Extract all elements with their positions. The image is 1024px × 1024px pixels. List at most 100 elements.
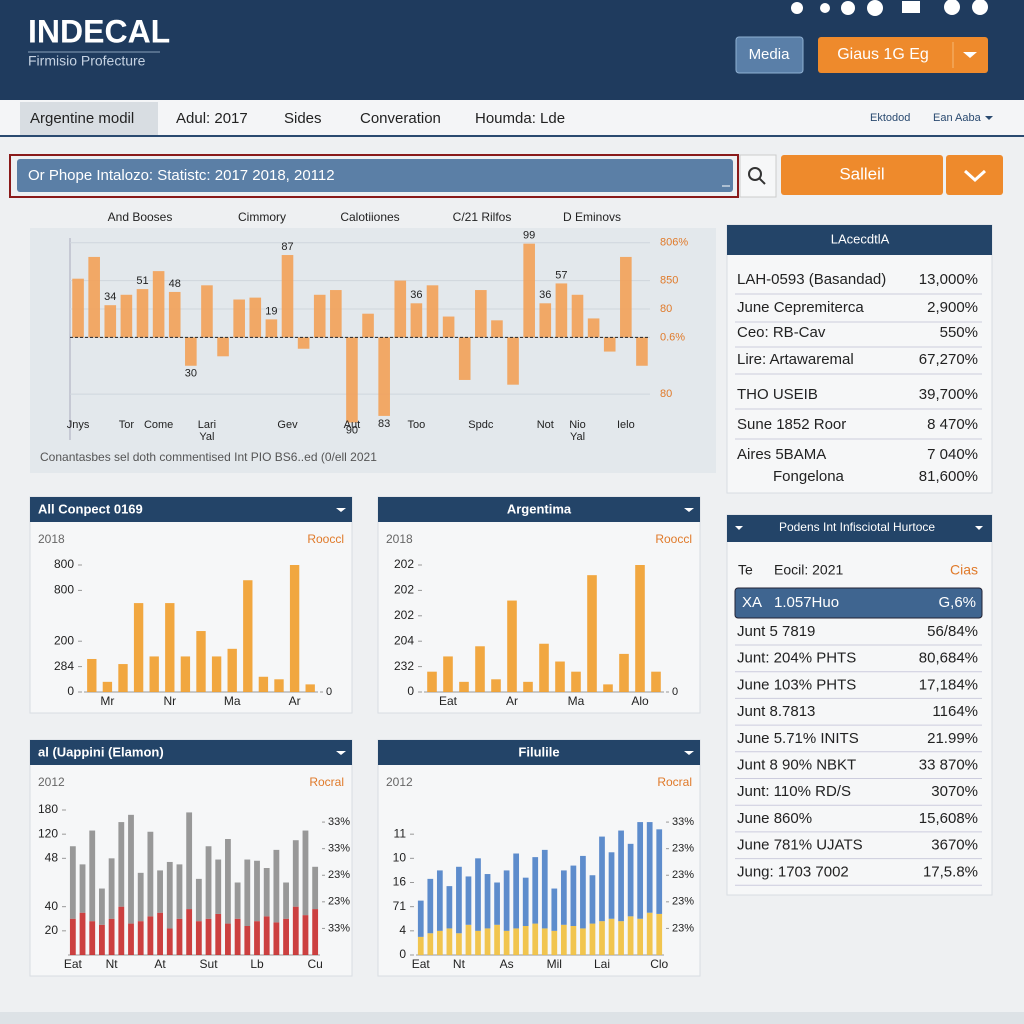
search-dropdown[interactable]	[946, 155, 1003, 195]
bar	[446, 886, 453, 929]
nav-link[interactable]: Ean Aaba	[933, 112, 982, 124]
search-button-label[interactable]: Salleil	[839, 164, 884, 183]
y-tick-label: 202	[394, 583, 414, 597]
y-tick-label: 200	[54, 633, 74, 647]
active-tab[interactable]	[20, 102, 158, 135]
bar	[196, 631, 206, 692]
bar	[620, 256, 632, 338]
bar	[254, 860, 260, 922]
bar	[603, 337, 616, 352]
y-tick-label: 11	[394, 826, 407, 840]
table-header	[727, 225, 992, 255]
data-label: 34	[104, 291, 116, 303]
collapse-arrow[interactable]	[684, 508, 694, 512]
bar	[427, 671, 437, 692]
bar	[522, 877, 529, 926]
bar	[302, 915, 309, 955]
bar	[599, 836, 605, 922]
table-title: LAcecdtlA	[831, 231, 890, 246]
bar	[465, 876, 472, 925]
bar	[651, 671, 661, 692]
nav-tab[interactable]: Sides	[284, 110, 322, 127]
y2-tick-label: 23%	[328, 869, 350, 881]
bar	[205, 918, 212, 955]
data-label: 48	[169, 278, 181, 290]
table-cell: 39,700%	[919, 386, 978, 403]
collapse-arrow[interactable]	[684, 751, 694, 755]
bar	[165, 603, 175, 692]
x-tick-label: Eat	[412, 957, 431, 971]
bar	[442, 316, 455, 338]
icon	[791, 2, 803, 14]
y-tick-label: 80	[660, 388, 672, 400]
nav-arrow[interactable]	[985, 116, 993, 120]
primary-button[interactable]	[818, 37, 988, 73]
bar	[225, 923, 231, 955]
table-cell: June 5.71% INITS	[737, 730, 859, 747]
y-tick-label: 800	[54, 557, 74, 571]
bar	[312, 866, 319, 910]
bar	[627, 916, 634, 955]
search-text[interactable]: Or Phope Intalozo: Statistc: 2017 2018, …	[28, 167, 335, 184]
collapse-arrow[interactable]	[735, 526, 743, 530]
bar	[417, 936, 424, 955]
bar	[152, 271, 165, 338]
bar	[560, 924, 567, 955]
bar	[522, 926, 529, 955]
bar	[436, 930, 443, 955]
bar	[168, 291, 181, 338]
nav-tab[interactable]: Adul: 2017	[176, 110, 248, 127]
data-label: 90	[346, 424, 358, 436]
primary-button-label[interactable]: Giaus 1G Eg	[837, 46, 929, 63]
bar	[484, 928, 491, 955]
collapse-arrow[interactable]	[975, 526, 983, 530]
bar	[89, 921, 96, 955]
highlight-row[interactable]	[734, 587, 983, 619]
bar	[185, 337, 197, 366]
data-label: 30	[185, 368, 197, 380]
bar	[281, 255, 294, 338]
media-button-label[interactable]: Media	[749, 46, 791, 63]
panel-header	[378, 497, 700, 522]
bar	[176, 918, 183, 955]
nav-tab[interactable]: Houmda: Lde	[475, 110, 565, 127]
bar	[147, 831, 154, 917]
search-frame	[9, 154, 739, 198]
bar	[627, 843, 634, 917]
bar	[539, 643, 549, 692]
bar	[225, 839, 231, 924]
media-button[interactable]	[735, 36, 804, 74]
nav-link[interactable]: Ektodod	[870, 112, 910, 124]
bar	[551, 930, 558, 955]
data-label: 99	[523, 230, 535, 242]
bar	[426, 285, 439, 338]
collapse-arrow[interactable]	[336, 751, 346, 755]
bar	[580, 855, 586, 929]
dropdown-arrow[interactable]	[963, 52, 977, 58]
data-label: 36	[539, 289, 551, 301]
bar	[243, 580, 253, 692]
bar	[599, 921, 605, 955]
bar	[263, 868, 270, 917]
table-cell: 33 870%	[919, 756, 978, 773]
y-tick-label: 10	[393, 851, 407, 865]
panel-title: Argentima	[507, 501, 572, 516]
bar	[244, 926, 251, 955]
bar	[157, 870, 163, 913]
bar	[128, 814, 134, 924]
collapse-arrow[interactable]	[336, 508, 346, 512]
nav-tab[interactable]: Converation	[360, 110, 441, 127]
column-heading: C/21 Rilfos	[453, 210, 512, 224]
y2-tick-label: 33%	[672, 816, 694, 828]
bar	[234, 882, 241, 919]
search-icon-button[interactable]	[739, 154, 777, 198]
search-button[interactable]	[781, 155, 943, 195]
bar	[118, 822, 125, 907]
bar	[330, 290, 342, 338]
search-icon	[758, 177, 766, 185]
panel-title: al (Uappini (Elamon)	[38, 744, 164, 759]
bar	[289, 565, 300, 692]
search-field[interactable]	[17, 159, 733, 192]
nav-tab[interactable]: Argentine modil	[30, 110, 134, 127]
bar	[555, 661, 565, 692]
